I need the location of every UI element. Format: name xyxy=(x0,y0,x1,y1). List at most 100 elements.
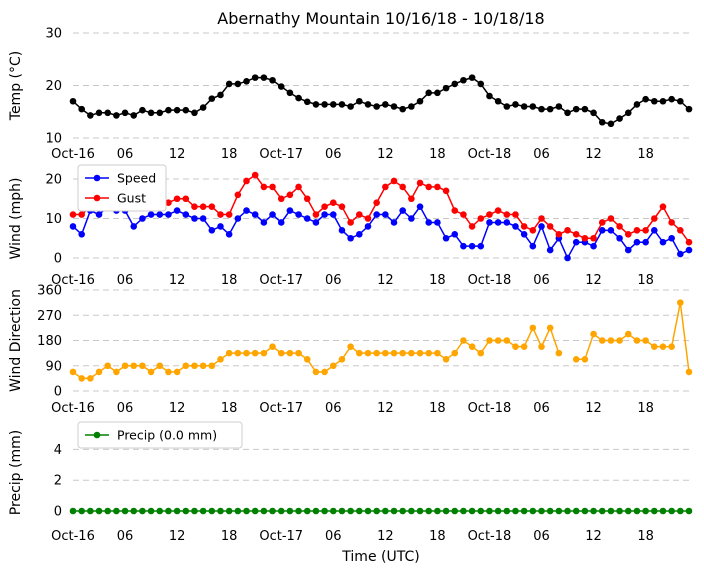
data-point xyxy=(208,95,216,102)
y-tick-label: 270 xyxy=(37,309,62,324)
data-point xyxy=(416,507,424,515)
data-point xyxy=(408,103,415,110)
data-point xyxy=(312,219,320,226)
data-point xyxy=(590,109,597,117)
data-point xyxy=(486,507,493,515)
data-point xyxy=(147,109,155,117)
data-point xyxy=(512,343,519,350)
data-point xyxy=(338,356,346,363)
series-line xyxy=(72,76,690,125)
data-point xyxy=(486,92,493,100)
data-point xyxy=(382,211,389,218)
data-point xyxy=(677,507,684,515)
data-point xyxy=(139,215,146,222)
x-tick-label: Oct-18 xyxy=(468,529,512,544)
x-tick-label: 06 xyxy=(117,147,134,162)
legend-label: Precip (0.0 mm) xyxy=(117,428,217,443)
data-point xyxy=(651,343,658,350)
data-point xyxy=(156,109,164,117)
data-point xyxy=(156,362,164,370)
data-point xyxy=(87,507,94,515)
y-axis-label: Wind (mph) xyxy=(8,178,24,260)
data-point xyxy=(520,223,528,230)
data-point xyxy=(685,105,693,113)
data-point xyxy=(408,215,415,222)
data-point xyxy=(243,177,250,185)
data-point xyxy=(677,97,684,105)
legend-box xyxy=(77,421,243,449)
data-point xyxy=(520,231,528,238)
data-point xyxy=(130,362,138,370)
data-point xyxy=(347,507,354,515)
data-point xyxy=(260,507,268,515)
x-tick-label: 06 xyxy=(117,529,134,544)
data-point xyxy=(607,227,615,234)
legend-marker xyxy=(93,174,101,182)
data-point xyxy=(373,103,380,110)
x-tick-label: Oct-16 xyxy=(51,273,95,288)
data-point xyxy=(182,507,190,515)
data-point xyxy=(390,349,398,357)
y-tick-label: 0 xyxy=(54,385,62,400)
x-tick-label: 12 xyxy=(377,273,394,288)
data-point xyxy=(277,219,285,226)
x-tick-label: 18 xyxy=(429,401,446,416)
data-point xyxy=(598,337,606,344)
data-point xyxy=(468,507,476,515)
data-point xyxy=(685,238,693,246)
data-point xyxy=(191,362,198,370)
data-point xyxy=(208,362,216,370)
data-point xyxy=(182,195,190,203)
y-axis-label: Wind Direction xyxy=(8,289,24,392)
data-point xyxy=(260,219,268,226)
data-point xyxy=(139,362,146,370)
data-point xyxy=(564,507,571,515)
data-point xyxy=(243,507,250,515)
data-point xyxy=(572,231,580,238)
data-point xyxy=(494,219,502,226)
data-point xyxy=(607,507,615,515)
x-tick-label: 06 xyxy=(325,401,342,416)
data-point xyxy=(555,349,563,357)
data-point xyxy=(616,234,623,242)
data-point xyxy=(225,211,233,218)
x-tick-label: 18 xyxy=(221,401,238,416)
data-point xyxy=(165,199,172,206)
data-point xyxy=(442,84,450,92)
data-point xyxy=(165,507,172,515)
x-tick-label: 06 xyxy=(533,529,550,544)
data-point xyxy=(677,299,684,306)
data-point xyxy=(460,211,467,218)
data-point xyxy=(451,80,459,88)
data-point xyxy=(642,238,649,246)
data-point xyxy=(251,211,259,218)
data-point xyxy=(616,223,623,230)
data-point xyxy=(199,104,207,111)
data-point xyxy=(572,238,580,246)
data-point xyxy=(191,203,198,210)
data-point xyxy=(217,507,224,515)
data-point xyxy=(104,507,111,515)
x-tick-label: 12 xyxy=(377,147,394,162)
data-point xyxy=(651,507,658,515)
data-point xyxy=(425,349,433,357)
y-tick-label: 30 xyxy=(45,27,62,42)
data-point xyxy=(382,507,389,515)
data-point xyxy=(477,80,485,88)
data-point xyxy=(529,507,537,515)
data-point xyxy=(434,89,441,97)
data-point xyxy=(356,231,363,238)
data-point xyxy=(303,507,311,515)
data-point xyxy=(286,207,294,214)
data-point xyxy=(581,356,589,363)
data-point xyxy=(546,324,554,332)
data-point xyxy=(329,507,337,515)
data-point xyxy=(677,250,684,258)
data-point xyxy=(286,191,294,199)
data-point xyxy=(590,330,597,338)
data-point xyxy=(546,105,554,113)
data-point xyxy=(95,368,103,376)
data-point xyxy=(538,105,545,113)
data-point xyxy=(399,349,406,357)
